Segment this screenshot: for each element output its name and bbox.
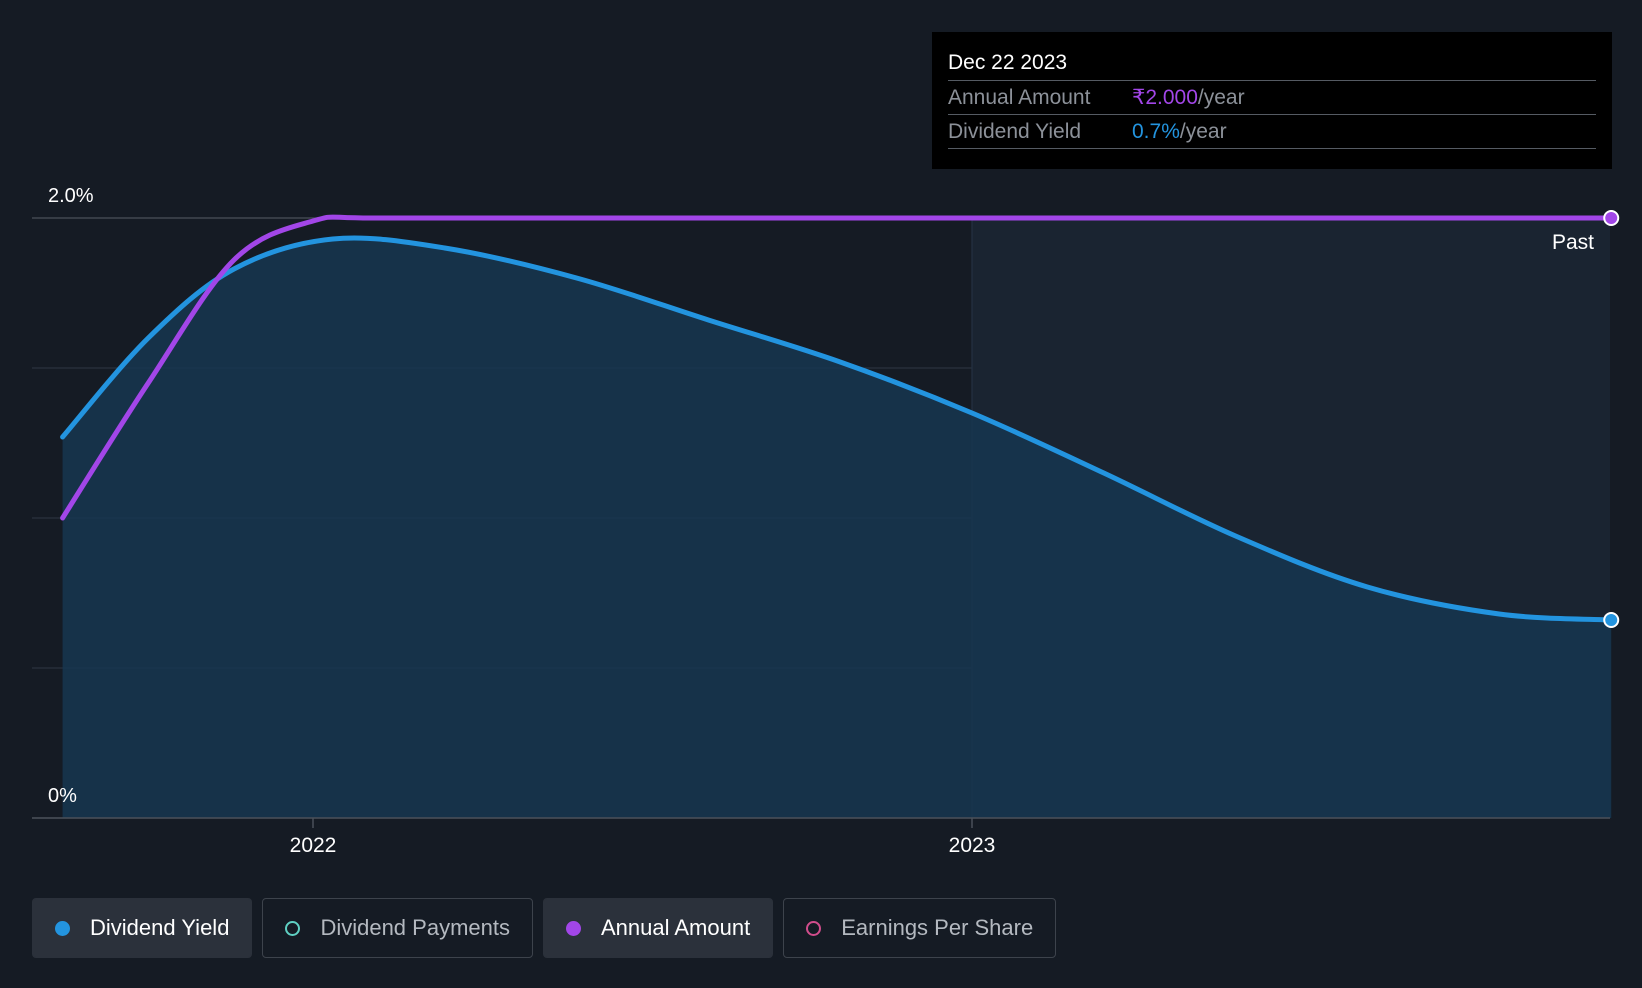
tooltip-row-annual-amount: Annual Amount ₹2.000 /year: [948, 80, 1596, 114]
chart-legend: Dividend Yield Dividend Payments Annual …: [32, 898, 1057, 958]
tooltip-dividend-yield-label: Dividend Yield: [948, 120, 1082, 143]
dividend-yield-end-marker[interactable]: [1603, 612, 1620, 628]
legend-label: Dividend Yield: [90, 915, 230, 940]
legend-earnings-per-share[interactable]: Earnings Per Share: [783, 898, 1057, 958]
past-label: Past: [1552, 231, 1594, 254]
legend-dividend-payments[interactable]: Dividend Payments: [262, 898, 533, 958]
hollow-dot-icon: [806, 920, 822, 936]
dividend-yield-area: [62, 237, 1612, 818]
y-axis-label-max: 2.0%: [48, 185, 94, 207]
legend-label: Earnings Per Share: [841, 915, 1034, 940]
legend-annual-amount[interactable]: Annual Amount: [542, 898, 774, 958]
tooltip-annual-amount-unit: /year: [1197, 86, 1245, 109]
x-tick-label-2023: 2023: [949, 834, 996, 857]
legend-dividend-yield[interactable]: Dividend Yield: [32, 898, 253, 958]
x-axis: 2022 2023: [32, 817, 1610, 857]
dividend-yield-line[interactable]: [60, 235, 1614, 623]
legend-label: Dividend Payments: [320, 915, 510, 940]
tooltip-dividend-yield-value: 0.7%: [1132, 120, 1180, 143]
annual-amount-line[interactable]: [60, 214, 1614, 521]
x-tick-label-2022: 2022: [290, 834, 337, 857]
tooltip-dividend-yield-unit: /year: [1179, 120, 1227, 143]
annual-amount-end-marker[interactable]: [1603, 210, 1620, 226]
filled-dot-icon: [55, 920, 70, 936]
tooltip-annual-amount-value: ₹2.000: [1132, 86, 1198, 109]
filled-dot-icon: [565, 920, 581, 936]
hollow-dot-icon: [285, 920, 301, 936]
chart-tooltip: Dec 22 2023 Annual Amount ₹2.000 /year D…: [932, 32, 1612, 169]
tooltip-date: Dec 22 2023: [948, 51, 1068, 74]
legend-label: Annual Amount: [600, 915, 751, 940]
tooltip-annual-amount-label: Annual Amount: [948, 86, 1091, 109]
tooltip-row-dividend-yield: Dividend Yield 0.7% /year: [948, 114, 1596, 149]
y-axis-label-min: 0%: [48, 785, 77, 807]
